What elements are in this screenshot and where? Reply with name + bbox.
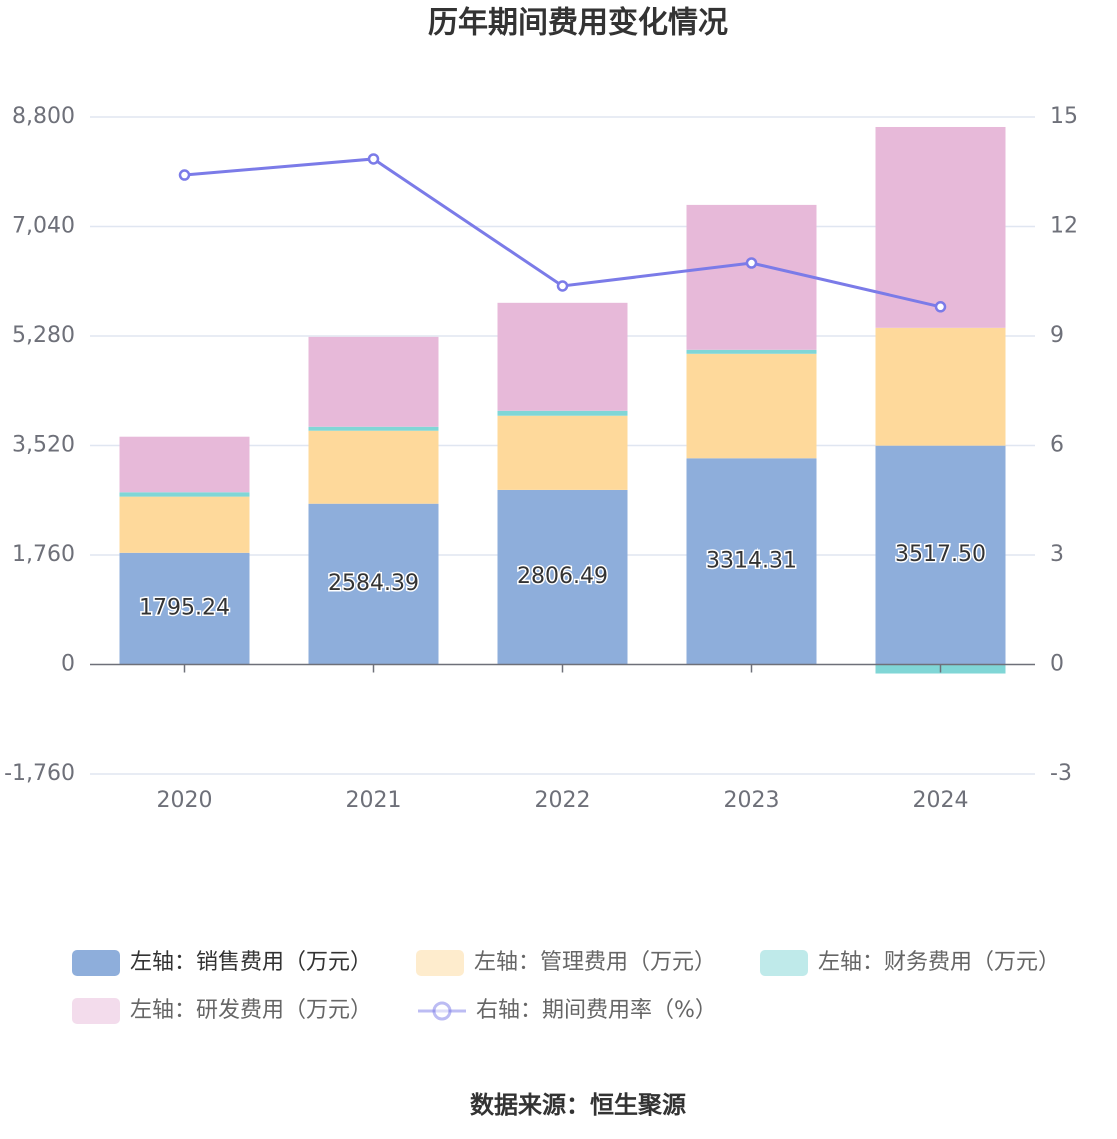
y-tick-label: 3,520 [12, 433, 75, 458]
x-tick-label: 2024 [913, 788, 969, 813]
bar [686, 458, 817, 665]
data-label: 3517.50 [895, 542, 986, 567]
y2-tick-label: 3 [1050, 542, 1064, 567]
y2-tick-label: 15 [1050, 104, 1078, 129]
legend-swatch [72, 950, 120, 976]
data-label: 1795.24 [139, 596, 230, 621]
legend-swatch [72, 998, 120, 1024]
y-tick-label: 7,040 [12, 214, 75, 239]
bar [308, 426, 439, 431]
bar [308, 430, 439, 504]
legend-swatch [760, 950, 808, 976]
y-tick-label: 1,760 [12, 542, 75, 567]
bar [875, 445, 1006, 665]
bar [497, 302, 628, 411]
line-point [556, 280, 569, 292]
x-tick-label: 2023 [724, 788, 780, 813]
y-tick-label: -1,760 [4, 761, 75, 786]
legend-label: 左轴：管理费用（万元） [474, 950, 716, 975]
y-tick-label: 5,280 [12, 323, 75, 348]
bar [119, 436, 250, 493]
data-label: 3314.31 [706, 548, 797, 573]
bar [686, 349, 817, 354]
x-tick-label: 2020 [157, 788, 213, 813]
y-tick-label: 8,800 [12, 104, 75, 129]
bar [875, 327, 1006, 446]
y2-tick-label: 0 [1050, 652, 1064, 677]
bar [308, 336, 439, 427]
bar [497, 489, 628, 665]
legend-label: 左轴：销售费用（万元） [130, 950, 372, 975]
y2-tick-label: 9 [1050, 323, 1064, 348]
legend-label: 左轴：财务费用（万元） [818, 950, 1060, 975]
bar [119, 496, 250, 553]
bar [497, 410, 628, 416]
bar [686, 204, 817, 350]
line-point [178, 169, 191, 181]
y2-tick-label: 12 [1050, 214, 1078, 239]
legend-swatch [416, 950, 464, 976]
legend-label: 左轴：研发费用（万元） [130, 998, 372, 1023]
x-tick-label: 2022 [535, 788, 591, 813]
y2-tick-label: 6 [1050, 433, 1064, 458]
legend-swatch [432, 1001, 452, 1021]
bar [686, 353, 817, 459]
bar [308, 503, 439, 665]
bar [875, 126, 1006, 328]
y2-tick-label: -3 [1050, 761, 1072, 786]
bar [119, 492, 250, 497]
source: 数据来源：恒生聚源 [470, 1091, 686, 1119]
data-label: 2584.39 [328, 571, 419, 596]
x-tick-label: 2021 [346, 788, 402, 813]
data-label: 2806.49 [517, 564, 608, 589]
bar [119, 552, 250, 665]
line-point [745, 257, 758, 269]
y-tick-label: 0 [61, 652, 75, 677]
line-point [934, 301, 947, 313]
legend-label: 右轴：期间费用率（%） [476, 998, 717, 1023]
chart-title: 历年期间费用变化情况 [428, 6, 728, 41]
bar [497, 415, 628, 490]
line-point [367, 153, 380, 165]
